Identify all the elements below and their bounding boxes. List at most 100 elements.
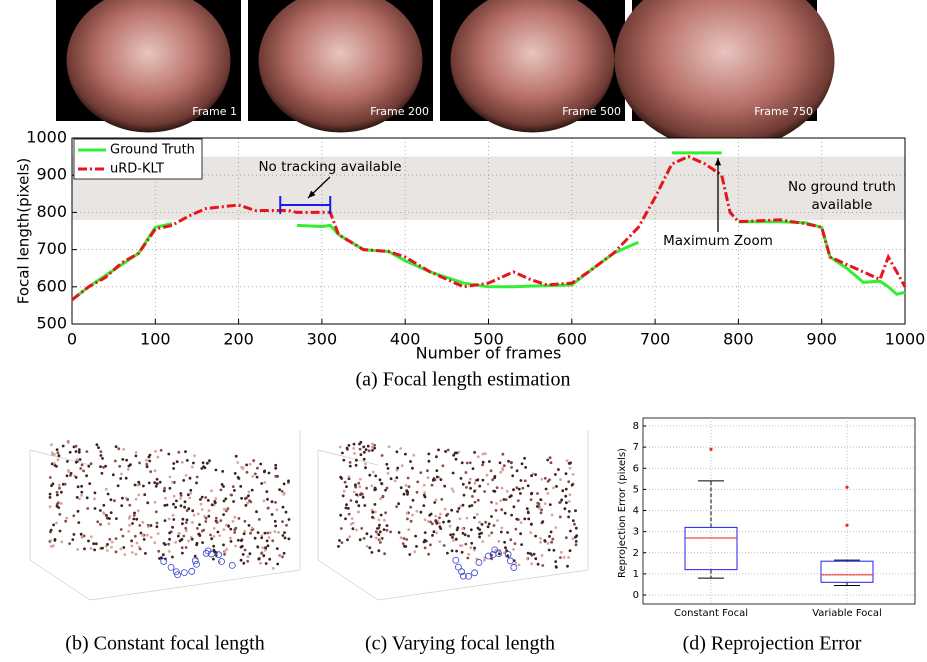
cloud-point (354, 483, 357, 487)
cloud-point (184, 450, 187, 453)
x-axis-label: Number of frames (416, 344, 562, 363)
cloud-point (155, 477, 159, 481)
cloud-point (147, 455, 151, 459)
cloud-point (354, 463, 358, 467)
cloud-point (546, 491, 550, 495)
cloud-point (458, 517, 462, 521)
cloud-point (281, 505, 285, 509)
camera-position (484, 552, 492, 560)
cloud-point (433, 501, 437, 504)
cloud-point (469, 528, 473, 532)
cloud-point (443, 507, 447, 511)
cloud-point (429, 512, 433, 516)
cloud-point (222, 513, 226, 516)
cloud-point (185, 518, 189, 522)
cloud-point (104, 464, 107, 468)
cloud-point (204, 516, 208, 520)
cloud-point (568, 466, 572, 470)
cloud-point (378, 530, 382, 534)
cloud-point (461, 503, 465, 507)
cloud-point (379, 497, 382, 500)
cloud-point (369, 535, 373, 538)
cloud-point (282, 551, 286, 555)
cloud-point (116, 484, 120, 488)
box (820, 560, 874, 583)
cloud-point (49, 545, 53, 548)
cloud-point (360, 527, 364, 530)
cloud-point (358, 485, 362, 489)
cloud-point (346, 507, 350, 510)
cloud-point (184, 546, 188, 549)
cloud-point (567, 500, 571, 503)
cloud-point (162, 489, 166, 493)
camera-position (193, 560, 200, 568)
cloud-point (195, 481, 198, 485)
axes-frame (71, 137, 906, 325)
cloud-point (282, 482, 286, 486)
cloud-point (93, 548, 96, 552)
cloud-point (437, 448, 440, 452)
cloud-point (182, 534, 186, 538)
cloud-point (551, 537, 555, 541)
cloud-point (442, 520, 445, 524)
camera-position (495, 550, 503, 557)
cloud-point (58, 486, 61, 490)
cloud-point (523, 517, 527, 521)
cloud-point (483, 452, 487, 455)
cloud-point (155, 525, 159, 529)
cloud-point (233, 472, 237, 475)
cloud-point (490, 515, 493, 518)
cloud-point (59, 502, 63, 505)
cloud-point (374, 536, 378, 540)
cloud-point (443, 484, 446, 488)
cloud-point (371, 449, 374, 452)
cloud-point (83, 547, 86, 551)
cloud-point (515, 517, 519, 521)
annotation: No tracking available (258, 159, 401, 175)
camera-position (180, 569, 188, 577)
cloud-point (566, 564, 569, 568)
cloud-point (527, 517, 531, 521)
cloud-point (559, 478, 562, 481)
cloud-point (539, 511, 543, 515)
cloud-point (536, 562, 540, 566)
cloud-point (55, 448, 59, 451)
cloud-point (492, 489, 495, 493)
cloud-point (376, 527, 379, 530)
cloud-point (574, 535, 577, 539)
cloud-point (206, 499, 210, 502)
cloud-point (495, 502, 498, 505)
cloud-point (153, 541, 157, 545)
cloud-point (200, 495, 204, 499)
cloud-point (249, 531, 252, 535)
annotation: Maximum Zoom (663, 233, 773, 249)
cloud-point (473, 489, 476, 493)
cloud-point (371, 442, 374, 446)
cloud-point (88, 482, 92, 485)
cloud-point (171, 525, 175, 529)
cloud-point (222, 528, 226, 531)
cloud-point (167, 542, 171, 546)
cloud-point (72, 514, 76, 518)
cloud-point (520, 462, 524, 466)
cloud-point (256, 466, 259, 470)
cloud-point (374, 530, 378, 534)
cloud-point (567, 480, 571, 484)
cloud-point (261, 546, 265, 550)
cloud-point (68, 450, 72, 454)
cloud-point (362, 450, 366, 454)
cloud-point (490, 531, 494, 535)
cloud-point (452, 453, 456, 457)
cloud-point (405, 489, 409, 493)
caption: (b) Constant focal length (65, 633, 264, 655)
cloud-point (352, 447, 356, 450)
cloud-point (99, 509, 102, 512)
cloud-point (548, 503, 552, 506)
cloud-point (468, 461, 472, 465)
cloud-point (547, 548, 551, 552)
cloud-point (351, 527, 355, 531)
cloud-point (114, 445, 118, 449)
cloud-point (468, 477, 472, 481)
cloud-point (510, 461, 513, 464)
